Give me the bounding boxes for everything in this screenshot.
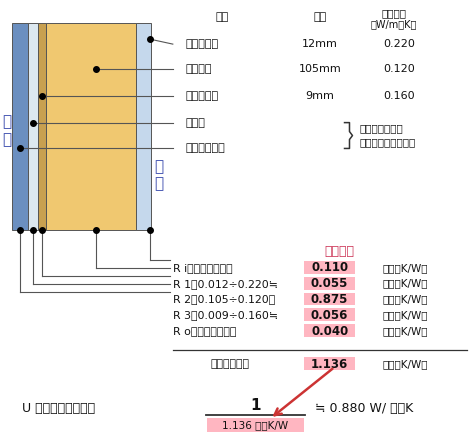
Text: 構造用合板: 構造用合板 bbox=[186, 91, 219, 101]
Text: R 3：0.009÷0.160≒: R 3：0.009÷0.160≒ bbox=[173, 311, 278, 320]
Text: R o：室外側熱抵抗: R o：室外側熱抵抗 bbox=[173, 326, 236, 336]
Bar bbox=[304, 308, 355, 321]
Bar bbox=[206, 418, 304, 431]
Text: 室
内: 室 内 bbox=[154, 159, 164, 191]
Text: （㎡・K/W）: （㎡・K/W） bbox=[382, 294, 428, 304]
Text: （㎡・K/W）: （㎡・K/W） bbox=[382, 263, 428, 273]
Text: 0.040: 0.040 bbox=[311, 325, 348, 338]
Text: （㎡・K/W）: （㎡・K/W） bbox=[382, 311, 428, 320]
Text: U 値（熱貫流率）＝: U 値（熱貫流率）＝ bbox=[22, 402, 95, 415]
Text: 石膏ボード: 石膏ボード bbox=[186, 39, 219, 49]
Text: （W/m・K）: （W/m・K） bbox=[371, 19, 417, 29]
Text: 1: 1 bbox=[250, 398, 260, 413]
Bar bbox=[304, 293, 355, 305]
Text: （㎡・K/W）: （㎡・K/W） bbox=[382, 359, 428, 369]
Text: 0.056: 0.056 bbox=[311, 309, 348, 322]
Text: 通気層から外は: 通気層から外は bbox=[360, 124, 403, 134]
Bar bbox=[304, 277, 355, 290]
Text: （㎡・K/W）: （㎡・K/W） bbox=[382, 279, 428, 289]
Text: 1.136 ㎡・K/W: 1.136 ㎡・K/W bbox=[222, 420, 288, 430]
Text: 熱抵抗値: 熱抵抗値 bbox=[325, 245, 354, 258]
Text: 0.120: 0.120 bbox=[383, 64, 415, 74]
Text: 厚さ: 厚さ bbox=[313, 12, 326, 22]
Text: 105mm: 105mm bbox=[298, 64, 341, 74]
Bar bbox=[304, 357, 355, 370]
Text: R 1：0.012÷0.220≒: R 1：0.012÷0.220≒ bbox=[173, 279, 278, 289]
Text: 柱（杉）: 柱（杉） bbox=[186, 64, 212, 74]
Bar bbox=[46, 23, 136, 230]
Bar bbox=[304, 261, 355, 274]
Text: 熱抵抗には含まない: 熱抵抗には含まない bbox=[360, 138, 415, 148]
Text: 熱抵抗値合計: 熱抵抗値合計 bbox=[211, 359, 250, 369]
Text: ≒ 0.880 W/ ㎡・K: ≒ 0.880 W/ ㎡・K bbox=[315, 402, 413, 415]
Text: 0.875: 0.875 bbox=[311, 293, 348, 306]
Bar bbox=[304, 324, 355, 337]
Text: 熱伝導率: 熱伝導率 bbox=[382, 8, 407, 18]
Text: 0.110: 0.110 bbox=[311, 261, 348, 274]
Text: 12mm: 12mm bbox=[302, 39, 337, 49]
Text: R 2：0.105÷0.120＝: R 2：0.105÷0.120＝ bbox=[173, 294, 275, 304]
Bar bbox=[28, 23, 38, 230]
Text: 0.220: 0.220 bbox=[383, 39, 415, 49]
Text: 0.055: 0.055 bbox=[311, 277, 348, 290]
Text: 1.136: 1.136 bbox=[311, 357, 348, 371]
Bar bbox=[136, 23, 151, 230]
Text: 0.160: 0.160 bbox=[384, 91, 415, 101]
Bar bbox=[12, 23, 28, 230]
Text: 材料: 材料 bbox=[216, 12, 229, 22]
Text: 9mm: 9mm bbox=[306, 91, 334, 101]
Bar bbox=[38, 23, 46, 230]
Text: サイディング: サイディング bbox=[186, 144, 226, 153]
Text: 室
外: 室 外 bbox=[2, 114, 12, 147]
Text: （㎡・K/W）: （㎡・K/W） bbox=[382, 326, 428, 336]
Text: R i：室内側熱抵抗: R i：室内側熱抵抗 bbox=[173, 263, 233, 273]
Text: 通気層: 通気層 bbox=[186, 118, 205, 127]
